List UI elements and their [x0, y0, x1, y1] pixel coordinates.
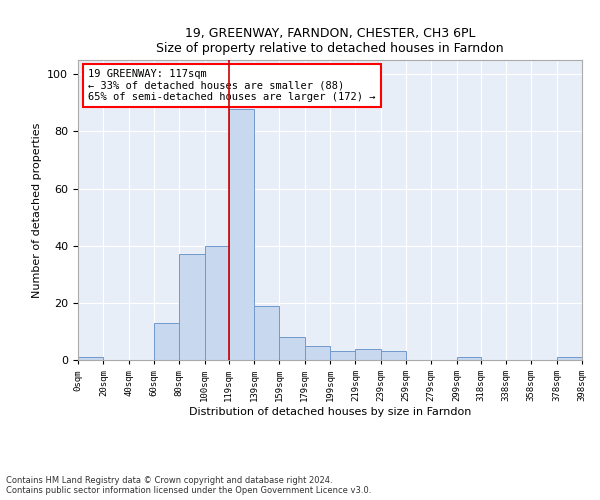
Bar: [330, 352, 355, 360]
Bar: [205, 246, 229, 360]
Bar: [229, 108, 254, 360]
Bar: [380, 352, 406, 360]
Bar: [280, 337, 305, 360]
Bar: [457, 357, 481, 360]
Y-axis label: Number of detached properties: Number of detached properties: [32, 122, 42, 298]
Text: 19 GREENWAY: 117sqm
← 33% of detached houses are smaller (88)
65% of semi-detach: 19 GREENWAY: 117sqm ← 33% of detached ho…: [88, 69, 376, 102]
Bar: [78, 357, 103, 360]
X-axis label: Distribution of detached houses by size in Farndon: Distribution of detached houses by size …: [189, 407, 471, 417]
Bar: [557, 357, 582, 360]
Text: Contains HM Land Registry data © Crown copyright and database right 2024.
Contai: Contains HM Land Registry data © Crown c…: [6, 476, 371, 495]
Bar: [254, 306, 280, 360]
Bar: [179, 254, 205, 360]
Title: 19, GREENWAY, FARNDON, CHESTER, CH3 6PL
Size of property relative to detached ho: 19, GREENWAY, FARNDON, CHESTER, CH3 6PL …: [156, 26, 504, 54]
Bar: [355, 348, 380, 360]
Bar: [154, 323, 179, 360]
Bar: [305, 346, 330, 360]
